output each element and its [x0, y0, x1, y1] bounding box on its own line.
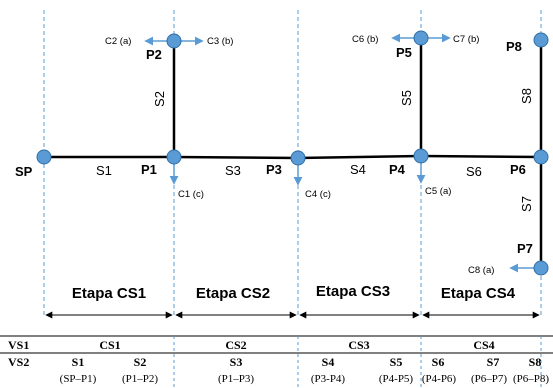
table-range-s2: (P1–P2) — [122, 373, 158, 385]
segment-label-s8: S8 — [519, 88, 534, 104]
table-section-s2: S2 — [134, 355, 147, 369]
segment-label-s1: S1 — [96, 163, 112, 178]
node-label-p1: P1 — [141, 162, 157, 177]
table-range-s3: (P1–P3) — [218, 373, 254, 385]
table-section-s4: S4 — [322, 355, 335, 369]
node-sp — [36, 149, 52, 165]
pipe-s4 — [297, 154, 422, 160]
node-p3 — [290, 150, 306, 166]
table-cs3: CS3 — [348, 338, 369, 352]
node-label-p6: P6 — [510, 162, 526, 177]
nodes — [36, 30, 549, 276]
node-p1 — [166, 149, 182, 165]
node-p8 — [533, 32, 549, 48]
table-section-s5: S5 — [390, 355, 403, 369]
table-section-s1: S1 — [72, 355, 85, 369]
node-label-p5: P5 — [396, 45, 412, 60]
table-range-s8: (P6–P8) — [513, 373, 549, 385]
consumer-label-c8: C8 (a) — [468, 265, 494, 276]
consumer-label-c2: C2 (a) — [105, 36, 131, 47]
stage-label-cs1: Etapa CS1 — [72, 285, 146, 302]
node-p5 — [413, 30, 429, 46]
segment-label-s3: S3 — [225, 163, 241, 178]
node-label-p3: P3 — [266, 162, 282, 177]
node-label-p4: P4 — [389, 162, 406, 177]
table-section-s7: S7 — [487, 355, 500, 369]
table-range-s4: (P3-P4) — [311, 373, 346, 385]
table-rules — [0, 335, 553, 354]
segment-label-s4: S4 — [350, 162, 366, 177]
table-section-s8: S8 — [529, 355, 542, 369]
consumer-label-c7: C7 (b) — [453, 34, 479, 45]
consumer-label-c6: C6 (b) — [352, 34, 378, 45]
consumer-label-c1: C1 (c) — [178, 189, 204, 200]
table-section-s6: S6 — [432, 355, 445, 369]
table-column-dashes — [173, 336, 542, 388]
consumer-label-c5: C5 (a) — [425, 186, 451, 197]
table-cs1: CS1 — [99, 338, 120, 352]
table-range-s1: (SP–P1) — [60, 373, 97, 385]
node-label-p2: P2 — [146, 47, 162, 62]
segment-label-s6: S6 — [466, 164, 482, 179]
table-range-s7: (P6–P7) — [471, 373, 507, 385]
node-p7 — [533, 260, 549, 276]
segment-label-s2: S2 — [152, 91, 167, 107]
pipe-s6 — [420, 154, 542, 159]
node-p6 — [533, 149, 549, 165]
stage-label-cs4: Etapa CS4 — [441, 285, 516, 302]
consumer-arrows — [144, 33, 534, 273]
consumer-label-c4: C4 (c) — [305, 189, 331, 200]
table-range-s5: (P4-P5) — [379, 373, 414, 385]
row-label-vs1: VS1 — [8, 338, 29, 352]
node-label-sp: SP — [15, 164, 33, 179]
table-cs4: CS4 — [473, 338, 494, 352]
node-p2 — [166, 33, 182, 49]
segment-label-s5: S5 — [399, 90, 414, 106]
table-cs2: CS2 — [225, 338, 246, 352]
pipe-s3 — [173, 155, 299, 160]
node-label-p7: P7 — [517, 241, 533, 256]
table-range-s6: (P4-P6) — [422, 373, 457, 385]
node-label-p8: P8 — [506, 39, 522, 54]
pipes — [44, 38, 543, 268]
segment-label-s7: S7 — [519, 196, 534, 212]
consumer-label-c3: C3 (b) — [207, 36, 233, 47]
table-section-s3: S3 — [230, 355, 243, 369]
row-label-vs2: VS2 — [8, 355, 29, 369]
stage-label-cs3: Etapa CS3 — [316, 283, 390, 300]
stage-label-cs2: Etapa CS2 — [196, 285, 270, 302]
node-p4 — [413, 148, 429, 164]
